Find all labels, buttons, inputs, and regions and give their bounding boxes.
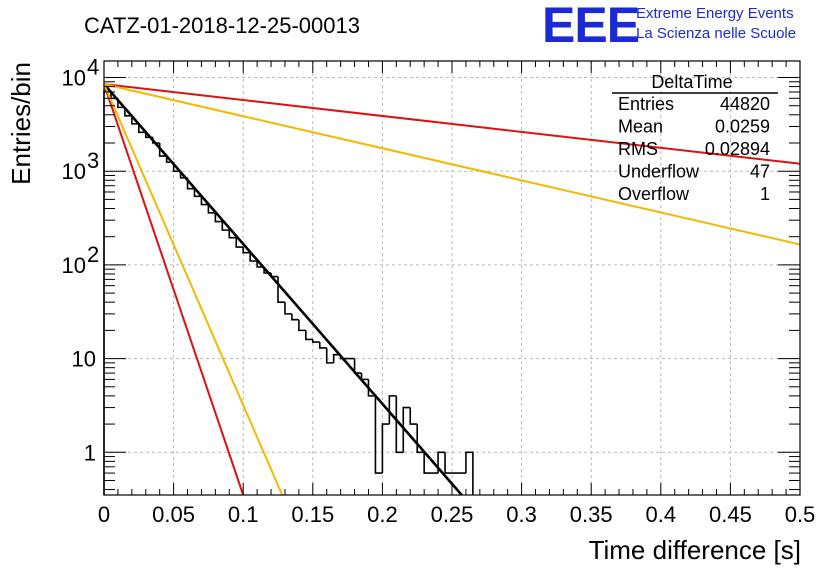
- stats-row-label: Underflow: [618, 162, 700, 182]
- y-tick-label-exponent: 4: [87, 54, 99, 79]
- histogram-bin: [200, 196, 209, 206]
- histogram-bin: [325, 347, 334, 364]
- histogram-bin: [416, 424, 425, 454]
- fit-line: [103, 83, 801, 246]
- stats-row-value: 1: [760, 184, 770, 204]
- histogram-bin: [193, 188, 202, 198]
- histogram-bin: [423, 452, 432, 474]
- x-tick-label: 0: [98, 502, 110, 527]
- logo-line-1: Extreme Energy Events: [636, 5, 794, 22]
- histogram-bin: [318, 342, 327, 349]
- x-tick-label: 0.1: [228, 502, 259, 527]
- y-axis-title: Entries/bin: [6, 62, 36, 185]
- y-tick-label: 1: [84, 440, 96, 465]
- histogram-bin: [360, 373, 369, 381]
- stats-row-label: Entries: [618, 94, 674, 114]
- stats-name: DeltaTime: [651, 72, 732, 92]
- stats-row-value: 0.02894: [705, 139, 770, 159]
- histogram-bin: [381, 423, 390, 474]
- y-tick-label: 10: [62, 65, 86, 90]
- histogram-bin: [465, 451, 474, 495]
- x-tick-label: 0.3: [506, 502, 537, 527]
- fit-line: [103, 83, 463, 496]
- histogram-bin: [221, 221, 230, 231]
- chart-title: CATZ-01-2018-12-25-00013: [84, 13, 360, 38]
- histogram-bin: [402, 406, 411, 453]
- x-tick-label: 0.45: [709, 502, 752, 527]
- histogram-bin: [207, 204, 216, 214]
- y-tick-label: 10: [72, 347, 96, 372]
- stats-row-value: 44820: [720, 94, 770, 114]
- histogram-bin: [242, 247, 251, 254]
- stats-row-label: RMS: [618, 139, 658, 159]
- histogram-bin: [353, 358, 362, 374]
- histogram-bin: [367, 379, 376, 397]
- x-tick-label: 0.2: [367, 502, 398, 527]
- histogram-bin: [249, 252, 258, 262]
- x-tick-label: 0.15: [291, 502, 334, 527]
- stats-row-value: 0.0259: [715, 117, 770, 137]
- stats-row-label: Mean: [618, 117, 663, 137]
- histogram-bin: [284, 302, 292, 315]
- histogram-bin: [124, 107, 132, 117]
- stats-rows: Entries 44820 Mean 0.0259 RMS 0.02894Underflo…: [618, 94, 770, 204]
- fit-line: [103, 83, 245, 496]
- x-axis-title: Time difference [s]: [589, 535, 801, 565]
- histogram-bin: [444, 452, 452, 474]
- histogram-bin: [138, 123, 146, 134]
- histogram-bin: [291, 313, 299, 321]
- histogram-bin: [214, 212, 223, 223]
- eee-logo: EEE: [542, 0, 639, 53]
- x-tick-label: 0.35: [570, 502, 613, 527]
- y-tick-label: 10: [62, 253, 86, 278]
- x-tick-labels: 0 0.05 0.1 0.15 0.2 0.25 0.3 0.35 0.4 0.45 0.5: [98, 502, 815, 527]
- histogram-bin: [388, 395, 397, 425]
- x-tick-label: 0.5: [785, 502, 816, 527]
- logo-line-2: La Scienza nelle Scuole: [636, 25, 796, 42]
- histogram-bin: [305, 330, 313, 341]
- stats-box: DeltaTime Entries 44820 Mean 0.0259 RMS 0.028…: [612, 72, 778, 204]
- histogram: [103, 90, 474, 495]
- histogram-bin: [409, 407, 418, 425]
- axis-ticks: [103, 61, 801, 495]
- x-tick-label: 0.05: [152, 502, 195, 527]
- histogram-bin: [235, 237, 244, 248]
- x-tick-label: 0.4: [646, 502, 677, 527]
- histogram-bin: [228, 230, 237, 239]
- y-tick-label-exponent: 3: [87, 148, 99, 173]
- fit-line: [103, 83, 801, 165]
- y-tick-label-exponent: 2: [87, 242, 99, 267]
- histogram-bin: [298, 319, 306, 332]
- histogram-bin: [395, 395, 404, 454]
- fit-line: [103, 83, 284, 496]
- histogram-bin: [131, 115, 139, 125]
- stats-row-value: 47: [750, 162, 770, 182]
- grid: [103, 61, 801, 495]
- x-tick-label: 0.25: [431, 502, 474, 527]
- y-tick-label: 10: [62, 159, 86, 184]
- stats-row-label: Overflow: [618, 184, 690, 204]
- histogram-bin: [312, 339, 320, 343]
- fit-lines: [103, 83, 801, 496]
- histogram-bin: [374, 395, 383, 474]
